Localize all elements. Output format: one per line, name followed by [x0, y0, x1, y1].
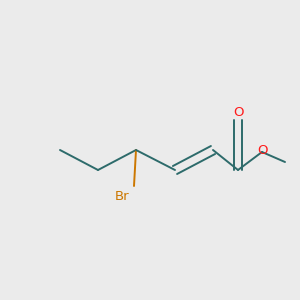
Text: O: O [233, 106, 243, 118]
Text: Br: Br [115, 190, 129, 202]
Text: O: O [258, 143, 268, 157]
